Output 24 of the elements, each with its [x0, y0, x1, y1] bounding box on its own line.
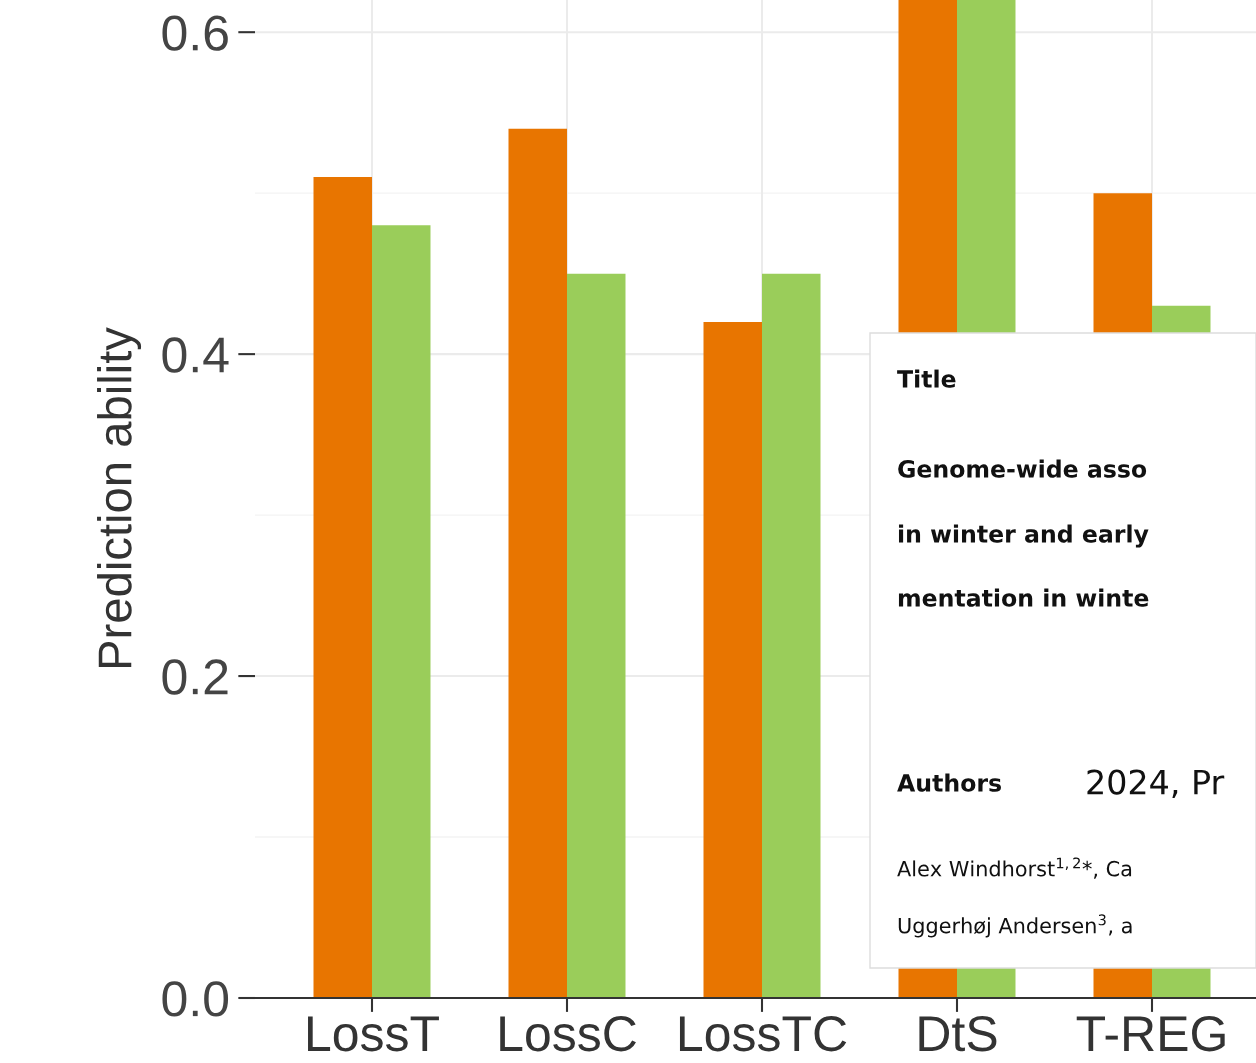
x-tick-label: LossC [500, 1015, 636, 1052]
y-tick-label: 0.0 [162, 981, 229, 1017]
y-tick-label: 0.4 [162, 337, 229, 373]
annotation: Genome-wide asso [898, 459, 1147, 478]
annotation: Alex Windhorst$^{1,2}$*, Ca [897, 857, 1132, 879]
x-tick-label: LossT [308, 1016, 439, 1052]
x-tick-label: LossTC [679, 1015, 847, 1052]
annotation: 2024, Pr [1087, 769, 1225, 799]
y-tick-label: 0.2 [162, 659, 228, 695]
bar [508, 128, 567, 998]
annotation: Uggerhøj Andersen$^{3}$, a [898, 914, 1132, 938]
y-axis-title: Prediction ability [97, 327, 142, 668]
x-tick-label: T-REG [1076, 1015, 1225, 1052]
x-tick-label: DtS [919, 1015, 997, 1052]
annotation: in winter and early [898, 524, 1149, 548]
bar [703, 321, 762, 998]
bar [372, 225, 431, 998]
bar [313, 177, 372, 998]
annotation: Title [897, 369, 956, 388]
bar [567, 273, 626, 998]
bar [762, 273, 821, 998]
annotation: mentation in winte [898, 588, 1149, 607]
annotation: Authors [897, 773, 1001, 792]
y-tick-label: 0.6 [162, 15, 228, 51]
